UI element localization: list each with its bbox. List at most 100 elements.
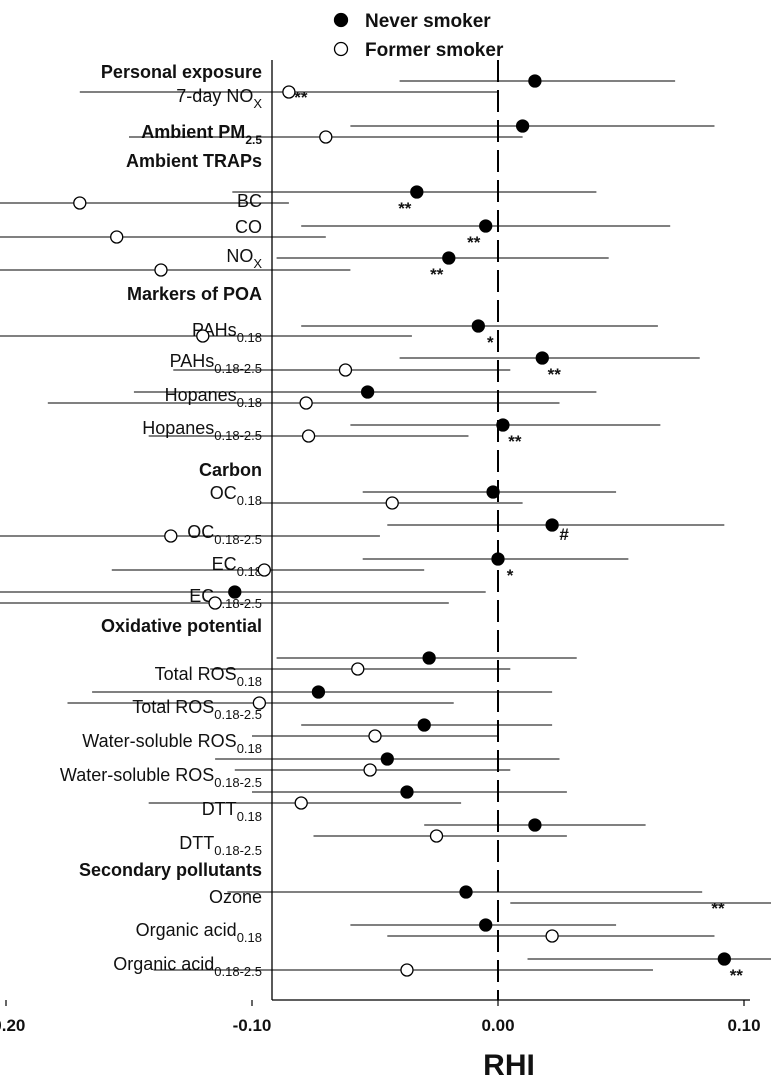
former-smoker-point [368,729,382,743]
never-smoker-point [410,185,424,199]
row-label-subscript: 0.18-2.5 [214,532,262,547]
x-tick-label: -0.20 [0,1016,25,1035]
row-label-subscript: 0.18 [237,493,262,508]
row-label: EC0.18 [212,554,262,579]
never-smoker-point [545,518,559,532]
row-label-text: NO [226,246,253,266]
row-label: OC0.18 [210,483,262,508]
row-label-subscript: 0.18-2.5 [214,843,262,858]
row-label-subscript: 0.18 [237,564,262,579]
row-no-x: NOX ** [0,246,609,284]
x-axis: -0.20-0.100.000.100.200.30 [0,60,761,1035]
row-label: Water-soluble ROS0.18-2.5 [60,765,262,790]
row-label-subscript: 0.18 [237,674,262,689]
x-axis-label: RHI [483,1049,535,1080]
section-header-text: Personal exposure [101,62,262,82]
significance-marker: ** [730,966,744,985]
never-smoker-point [515,119,530,133]
significance-marker: * [487,333,494,352]
row-label-text: Organic acid [136,920,237,940]
row-label: Total ROS0.18-2.5 [132,697,262,722]
row-label-subscript: 0.18-2.5 [214,361,262,376]
row-ec-0-18-2-5: EC0.18-2.5 [0,585,486,611]
row-co: CO ** [0,217,671,252]
never-smoker-point [459,885,473,899]
former-smoker-point [282,85,296,99]
never-smoker-point [380,752,394,766]
never-smoker-point [717,952,731,966]
section-header-markers-of-poa: Markers of POA [127,284,262,304]
row-label-text: PAHs [170,351,215,371]
row-bc: BC ** [0,185,597,218]
row-label: Water-soluble ROS0.18 [82,731,262,756]
row-organic-acid-0-18-2-5: Organic acid0.18-2.5 ** [113,952,771,985]
never-smoker-point [442,251,456,265]
legend-marker-former-smoker [333,41,349,57]
row-label: OC0.18-2.5 [187,522,262,547]
row-label-text: Water-soluble ROS [82,731,236,751]
row-pahs-0-18: PAHs0.18 * [0,319,658,352]
row-label: Total ROS0.18 [155,664,262,689]
row-label-text: DTT [202,799,237,819]
former-smoker-point [299,396,313,410]
former-smoker-point [208,596,222,610]
former-smoker-point [73,196,87,210]
former-smoker-point [196,329,210,343]
former-smoker-point [319,130,333,144]
section-header-personal-exposure: Personal exposure [101,62,262,82]
section-header-subscript: 2.5 [245,133,262,147]
row-label: Organic acid0.18 [136,920,262,945]
x-tick-label: -0.10 [233,1016,272,1035]
section-header-text: Secondary pollutants [79,860,262,880]
row-label: DTT0.18-2.5 [179,833,262,858]
row-label: Organic acid0.18-2.5 [113,954,262,979]
legend: Never smoker Former smoker [333,11,504,61]
row-label-text: OC [210,483,237,503]
row-ec-0-18: EC0.18 * [111,552,629,585]
significance-marker: ** [294,88,308,107]
row-oc-0-18-2-5: OC0.18-2.5 # [0,518,725,547]
row-label-text: Total ROS [132,697,214,717]
row-water-soluble-ros-0-18: Water-soluble ROS0.18 [82,718,553,756]
section-header-text: Ambient PM [141,122,245,142]
row-ozone: Ozone ** [209,885,771,918]
row-label-text: EC [189,586,214,606]
former-smoker-point [363,763,377,777]
significance-marker: # [559,525,569,544]
never-smoker-point [422,651,436,665]
x-tick-label: 0.00 [481,1016,514,1035]
never-smoker-point [528,818,542,832]
row-label-text: CO [235,217,262,237]
row-label-text: Hopanes [142,418,214,438]
row-label: CO [235,217,262,237]
never-smoker-point [400,785,414,799]
section-header-text: Oxidative potential [101,616,262,636]
never-smoker-point [479,219,493,233]
row-total-ros-0-18: Total ROS0.18 [155,651,577,689]
row-label-text: Water-soluble ROS [60,765,214,785]
row-ambient-pm25 [129,119,715,144]
x-tick-label: 0.10 [727,1016,760,1035]
row-label-subscript: 0.18 [237,330,262,345]
row-label: BC [237,191,262,211]
significance-marker: ** [711,899,725,918]
former-smoker-point [429,829,444,843]
row-label-text: EC [212,554,237,574]
row-label: EC0.18-2.5 [189,586,262,611]
row-oc-0-18: OC0.18 [210,483,617,510]
row-7-day-no-x: 7-day NOX ** [79,74,676,111]
never-smoker-point [479,918,493,932]
never-smoker-point [228,585,242,599]
significance-marker: ** [508,432,522,451]
former-smoker-point [545,929,559,943]
row-label-text: BC [237,191,262,211]
row-label-text: DTT [179,833,214,853]
row-label-subscript: X [253,96,262,111]
row-label-text: Total ROS [155,664,237,684]
legend-label-never-smoker: Never smoker [365,11,491,32]
row-dtt-0-18-2-5: DTT0.18-2.5 [179,818,646,858]
former-smoker-point [110,230,124,244]
row-label: 7-day NOX [176,86,262,111]
row-label-subscript: 0.18 [237,809,262,824]
